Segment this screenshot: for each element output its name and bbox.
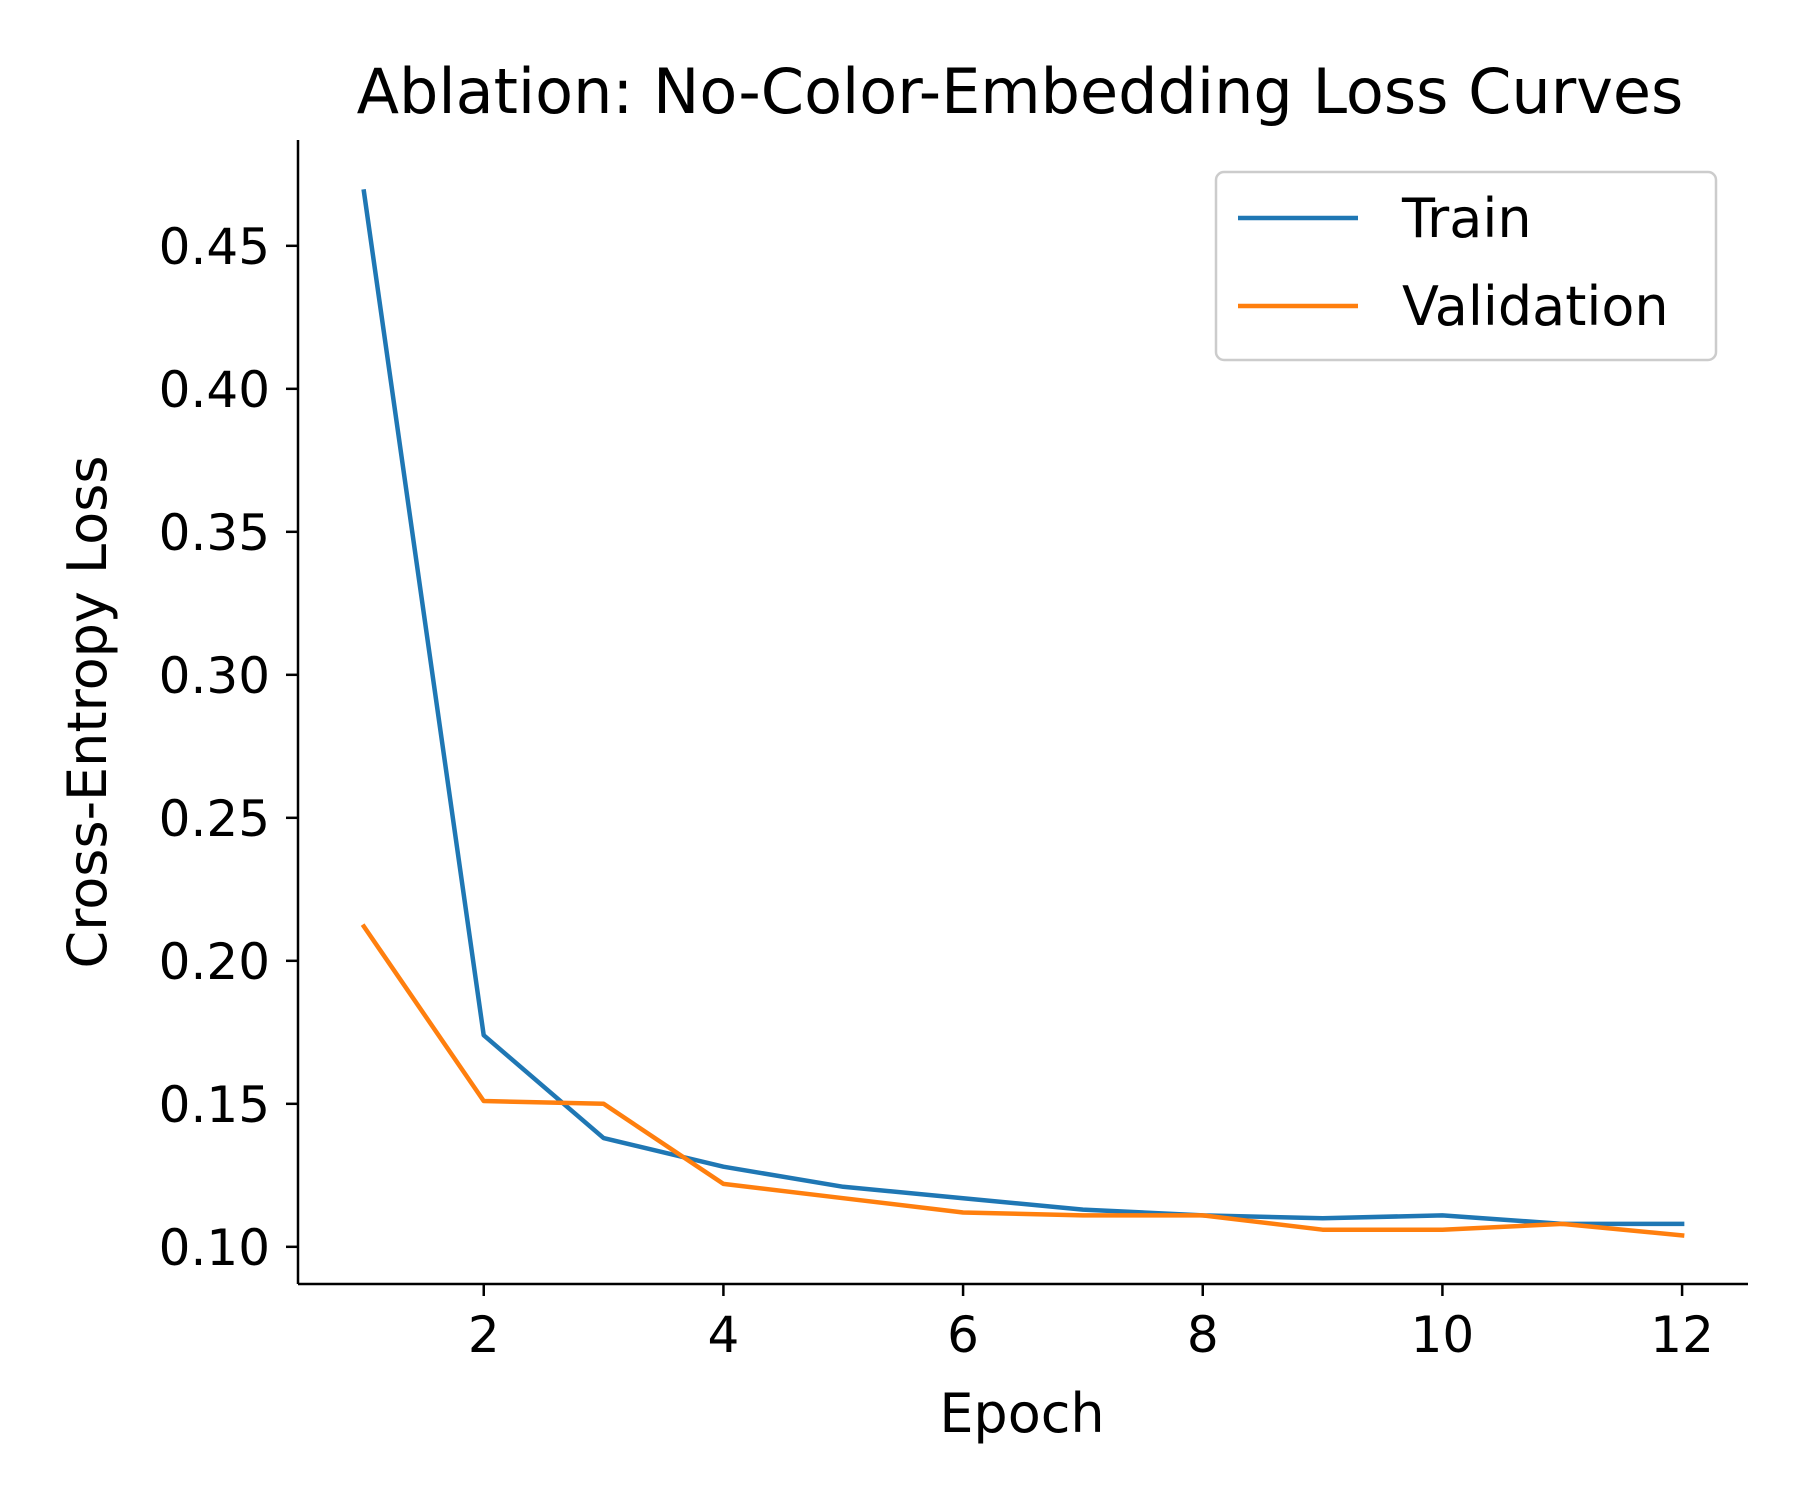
y-tick-label: 0.15 (159, 1076, 270, 1134)
legend: Train Validation (1214, 170, 1718, 362)
y-axis-label: Cross-Entropy Loss (56, 456, 119, 969)
y-tick-label: 0.45 (159, 218, 270, 276)
x-axis-label: Epoch (939, 1382, 1104, 1445)
y-ticks: 0.10 0.15 0.20 0.25 0.30 0.35 0.40 0.45 (159, 218, 298, 1277)
x-tick-label: 8 (1187, 1306, 1219, 1364)
x-tick-label: 10 (1411, 1306, 1475, 1364)
x-tick-label: 12 (1650, 1306, 1714, 1364)
x-tick-label: 6 (947, 1306, 979, 1364)
y-tick-label: 0.10 (159, 1219, 270, 1277)
x-tick-label: 2 (468, 1306, 500, 1364)
series-line-train (361, 188, 1685, 1227)
chart-title: Ablation: No-Color-Embedding Loss Curves (357, 55, 1684, 128)
y-tick-label: 0.35 (159, 504, 270, 562)
y-tick-label: 0.30 (159, 647, 270, 705)
x-ticks: 2 4 6 8 10 12 (468, 1284, 1714, 1364)
y-tick-label: 0.25 (159, 790, 270, 848)
legend-label-validation: Validation (1402, 275, 1669, 338)
series-line-validation (360, 923, 1685, 1238)
y-tick-label: 0.20 (159, 933, 270, 991)
y-tick-label: 0.40 (159, 361, 270, 419)
x-tick-label: 4 (708, 1306, 740, 1364)
plot-lines (360, 188, 1685, 1238)
legend-label-train: Train (1401, 187, 1532, 250)
